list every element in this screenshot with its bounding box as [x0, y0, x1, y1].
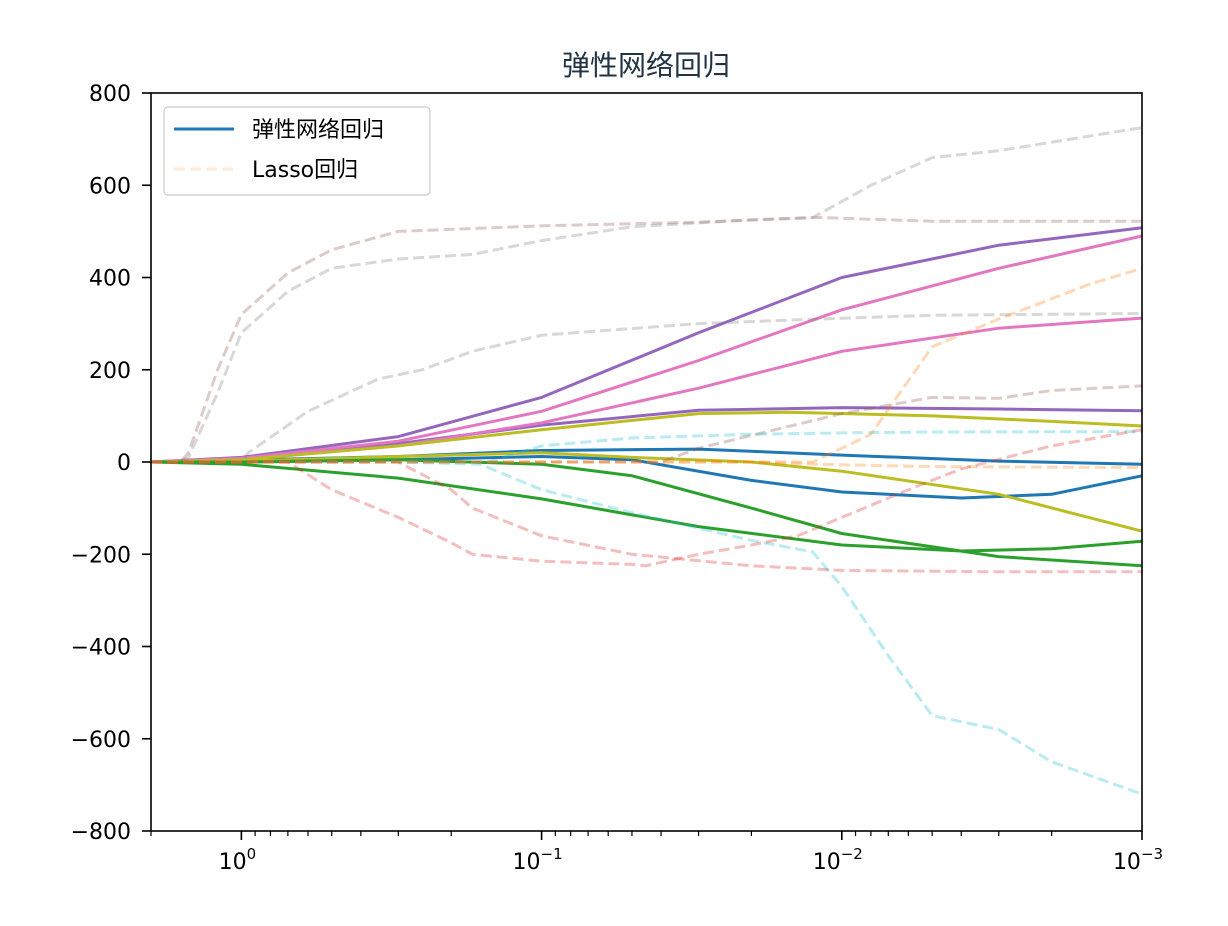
plot-lines — [150, 126, 1143, 796]
series-line-elasticnet-9 — [151, 458, 1143, 568]
y-tick-label-7: −600 — [71, 728, 131, 753]
y-tick-label-2: 400 — [89, 267, 131, 292]
series-line-elasticnet-7 — [150, 451, 1143, 533]
series-line-elasticnet-6 — [150, 410, 1143, 464]
y-tick-label-3: 200 — [89, 359, 131, 384]
series-line-lasso-19 — [151, 460, 1143, 469]
series-line-elasticnet-8 — [150, 460, 1143, 553]
series-line-lasso-13 — [151, 384, 1143, 464]
y-tick-label-5: −200 — [71, 543, 131, 568]
legend-label-lasso: Lasso回归 — [252, 158, 358, 183]
y-tick-label-1: 600 — [89, 174, 131, 199]
series-line-lasso-16 — [151, 428, 1143, 568]
legend-label-elasticnet: 弹性网络回归 — [252, 118, 384, 143]
series-line-lasso-15 — [151, 460, 1143, 796]
x-tick-label-2: 10−2 — [813, 845, 863, 875]
series-line-elasticnet-2 — [150, 226, 1143, 464]
series-line-lasso-17 — [151, 460, 1142, 574]
x-tick-label-0: 100 — [219, 845, 257, 875]
series-line-elasticnet-4 — [150, 234, 1143, 464]
x-tick-label-3: 10−3 — [1113, 845, 1163, 875]
series-line-lasso-14 — [151, 430, 1143, 464]
series-line-lasso-12 — [151, 312, 1143, 464]
x-tick-label-1: 10−1 — [513, 845, 563, 875]
chart-title: 弹性网络回归 — [562, 49, 730, 82]
y-tick-label-4: 0 — [117, 451, 131, 476]
legend: 弹性网络回归 Lasso回归 — [163, 106, 431, 196]
y-tick-label-0: 800 — [89, 82, 131, 107]
x-axis: 100 10−1 10−2 10−3 — [150, 831, 1163, 875]
series-line-lasso-11 — [151, 126, 1143, 464]
y-tick-label-8: −800 — [71, 820, 131, 845]
y-tick-label-6: −400 — [71, 636, 131, 661]
series-line-lasso-18 — [151, 266, 1143, 464]
y-axis: 800 600 400 200 0 −200 −400 −600 −800 — [71, 82, 151, 845]
series-line-lasso-10 — [151, 216, 1142, 464]
